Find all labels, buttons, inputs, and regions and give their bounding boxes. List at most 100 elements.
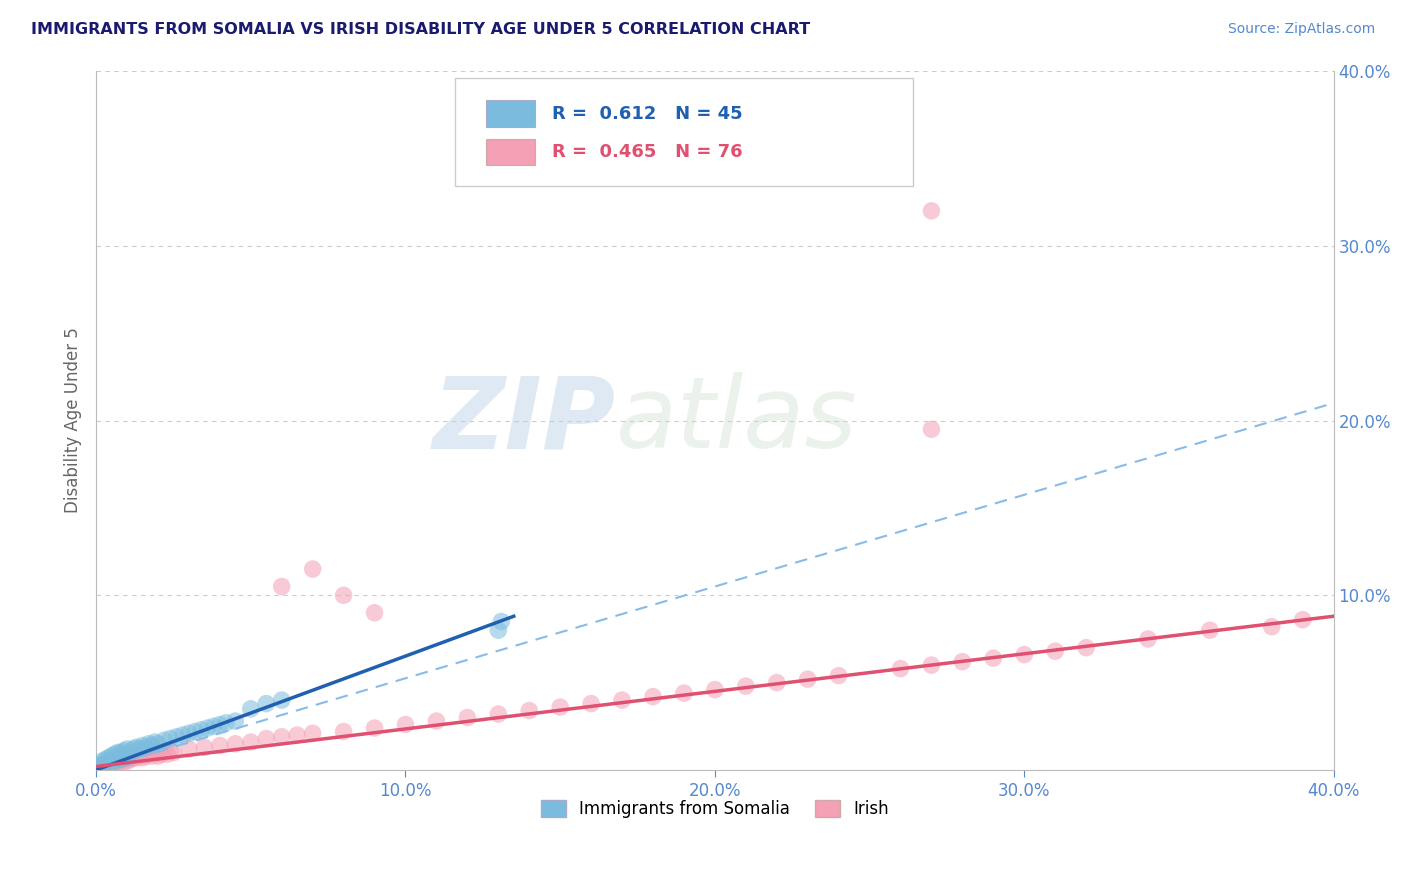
- Point: [1137, 632, 1160, 646]
- Point: [100, 757, 122, 772]
- Point: [146, 749, 169, 764]
- Text: atlas: atlas: [616, 372, 858, 469]
- Point: [156, 747, 179, 762]
- Point: [100, 749, 122, 764]
- Point: [548, 700, 571, 714]
- Point: [112, 751, 135, 765]
- Point: [254, 697, 277, 711]
- Point: [159, 731, 181, 746]
- Point: [89, 757, 111, 772]
- Text: R =  0.612   N = 45: R = 0.612 N = 45: [551, 104, 742, 123]
- Point: [239, 735, 262, 749]
- Point: [135, 749, 157, 764]
- Point: [141, 749, 163, 764]
- Point: [1074, 640, 1097, 655]
- Point: [177, 726, 200, 740]
- Point: [610, 693, 633, 707]
- Point: [734, 679, 756, 693]
- Point: [486, 707, 509, 722]
- Point: [115, 742, 138, 756]
- Point: [107, 746, 129, 760]
- Point: [97, 756, 120, 770]
- Point: [112, 751, 135, 765]
- Point: [138, 747, 160, 762]
- Point: [120, 752, 142, 766]
- Point: [146, 746, 169, 760]
- Point: [143, 735, 166, 749]
- Point: [270, 580, 292, 594]
- Point: [491, 615, 513, 629]
- Point: [107, 752, 129, 766]
- FancyBboxPatch shape: [486, 101, 536, 127]
- Point: [193, 740, 215, 755]
- Point: [920, 658, 942, 673]
- Point: [115, 751, 138, 765]
- Point: [981, 651, 1004, 665]
- Point: [104, 754, 127, 768]
- Point: [100, 754, 122, 768]
- Point: [110, 754, 132, 768]
- Point: [332, 588, 354, 602]
- Point: [239, 702, 262, 716]
- Point: [125, 751, 148, 765]
- Point: [115, 754, 138, 768]
- Point: [112, 744, 135, 758]
- Text: IMMIGRANTS FROM SOMALIA VS IRISH DISABILITY AGE UNDER 5 CORRELATION CHART: IMMIGRANTS FROM SOMALIA VS IRISH DISABIL…: [31, 22, 810, 37]
- Point: [131, 751, 153, 765]
- Point: [141, 739, 163, 753]
- Point: [363, 721, 385, 735]
- Point: [100, 756, 122, 770]
- Point: [122, 742, 145, 756]
- Point: [138, 737, 160, 751]
- Point: [110, 752, 132, 766]
- Point: [579, 697, 602, 711]
- Point: [104, 747, 127, 762]
- Point: [153, 746, 176, 760]
- Point: [285, 728, 308, 742]
- Point: [153, 733, 176, 747]
- Point: [89, 759, 111, 773]
- Point: [177, 742, 200, 756]
- Point: [97, 754, 120, 768]
- Point: [94, 757, 117, 772]
- Point: [641, 690, 664, 704]
- Point: [486, 624, 509, 638]
- Point: [162, 746, 184, 760]
- Point: [270, 730, 292, 744]
- Point: [184, 724, 207, 739]
- Point: [135, 740, 157, 755]
- Point: [270, 693, 292, 707]
- Text: R =  0.465   N = 76: R = 0.465 N = 76: [551, 143, 742, 161]
- Point: [517, 704, 540, 718]
- Legend: Immigrants from Somalia, Irish: Immigrants from Somalia, Irish: [534, 793, 896, 824]
- Point: [950, 655, 973, 669]
- Y-axis label: Disability Age Under 5: Disability Age Under 5: [65, 327, 82, 514]
- Point: [107, 756, 129, 770]
- Point: [190, 723, 212, 737]
- Point: [1261, 620, 1284, 634]
- Point: [1043, 644, 1066, 658]
- Point: [1012, 648, 1035, 662]
- Point: [765, 675, 787, 690]
- Point: [1292, 613, 1315, 627]
- Text: Source: ZipAtlas.com: Source: ZipAtlas.com: [1227, 22, 1375, 37]
- Point: [150, 747, 173, 762]
- Point: [125, 740, 148, 755]
- Point: [920, 203, 942, 218]
- Point: [172, 728, 194, 742]
- Point: [107, 752, 129, 766]
- Point: [425, 714, 447, 728]
- Point: [224, 737, 246, 751]
- Point: [827, 668, 849, 682]
- Point: [146, 737, 169, 751]
- Point: [122, 751, 145, 765]
- Point: [110, 751, 132, 765]
- Point: [301, 726, 323, 740]
- Point: [301, 562, 323, 576]
- Point: [112, 754, 135, 768]
- Point: [208, 717, 231, 731]
- Point: [91, 754, 114, 768]
- Point: [159, 744, 181, 758]
- Point: [94, 756, 117, 770]
- Point: [202, 719, 225, 733]
